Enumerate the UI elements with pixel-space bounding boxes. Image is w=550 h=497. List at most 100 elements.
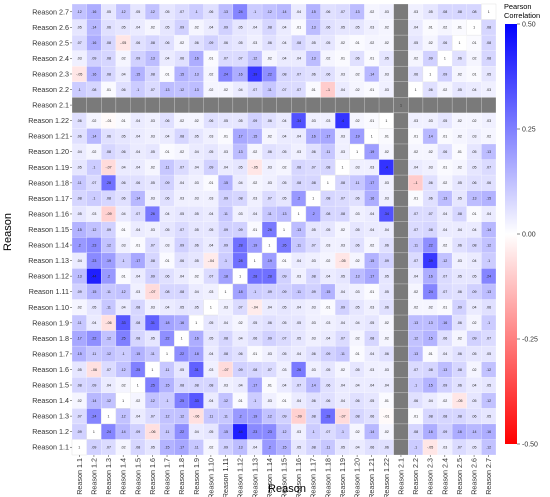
heatmap-cell (232, 50, 248, 67)
heatmap-cell (437, 377, 453, 393)
heatmap-cell (174, 315, 189, 331)
heatmap-cell (262, 66, 277, 82)
heatmap-cell (262, 330, 277, 347)
heatmap-cell (203, 392, 219, 409)
y-tick-label: Reason 1.16 (28, 209, 69, 218)
heatmap-cell (393, 392, 409, 409)
heatmap-cell (174, 252, 189, 269)
heatmap-cell (466, 50, 482, 67)
heatmap-cell (188, 283, 204, 300)
cell-value-label: .06 (179, 57, 184, 61)
cell-value-label: .24 (223, 72, 228, 76)
heatmap-cell (349, 361, 365, 378)
cell-value-label: .03 (165, 243, 170, 247)
cell-value-label: 1 (166, 352, 168, 356)
heatmap-cell (203, 206, 219, 222)
heatmap-cell (130, 143, 146, 160)
cell-value-label: .04 (208, 352, 213, 356)
heatmap-cell (247, 112, 263, 129)
heatmap-cell (320, 112, 336, 129)
heatmap-cell (291, 392, 306, 409)
x-tick-label: Reason 1.12 (236, 458, 245, 497)
cell-value-label: .01 (442, 306, 447, 310)
heatmap-cell (422, 361, 438, 378)
cell-value-label: .07 (135, 212, 140, 216)
heatmap-cell (72, 361, 87, 378)
cell-value-label: .01 (384, 134, 389, 138)
cell-value-label: .09 (179, 243, 184, 247)
heatmap-cell (481, 392, 496, 409)
heatmap-cell (188, 377, 204, 393)
heatmap-cell (145, 4, 160, 20)
cell-value-label: .08 (194, 383, 199, 387)
cell-value-label: .09 (267, 290, 272, 294)
cell-value-label: .02 (325, 57, 330, 61)
cell-value-label: .13 (150, 57, 155, 61)
cell-value-label: .02 (472, 57, 477, 61)
heatmap-cell (364, 206, 380, 222)
heatmap-cell (72, 252, 87, 269)
y-tick-label: Reason 1.11 (29, 287, 69, 296)
heatmap-cell (232, 4, 248, 20)
x-tick-label: Reason 2.7 (484, 458, 493, 495)
heatmap-cell (320, 392, 336, 409)
cell-value-label: .09 (442, 72, 447, 76)
cell-value-label: .12 (121, 414, 126, 418)
heatmap-cell (130, 423, 146, 440)
heatmap-cell (86, 35, 102, 51)
heatmap-cell (86, 112, 102, 129)
cell-value-label: .08 (165, 290, 170, 294)
heatmap-cell (232, 159, 248, 176)
heatmap-cell (305, 330, 321, 347)
cell-value-label: .09 (165, 181, 170, 185)
heatmap-cell (174, 237, 189, 253)
heatmap-cell (437, 206, 453, 222)
heatmap-cell (364, 175, 380, 191)
cell-value-label: 1 (181, 337, 183, 341)
heatmap-cell (247, 221, 263, 238)
cell-value-label: .22 (179, 430, 184, 434)
cell-value-label: .24 (486, 274, 491, 278)
heatmap-cell (262, 19, 277, 36)
cell-value-label: .04 (208, 212, 213, 216)
heatmap-cell (262, 190, 277, 207)
cell-value-label: .03 (150, 306, 155, 310)
cell-value-label: .02 (369, 10, 374, 14)
heatmap-cell (349, 206, 365, 222)
cell-value-label: .01 (165, 72, 170, 76)
cell-value-label: .15 (91, 290, 96, 294)
cell-value-label: .03 (311, 321, 316, 325)
heatmap-cell (422, 81, 438, 98)
heatmap-cell (130, 128, 146, 144)
cell-value-label: .13 (442, 368, 447, 372)
cell-value-label: -.06 (91, 368, 97, 372)
heatmap-cell (262, 97, 277, 113)
cell-value-label: .05 (135, 10, 140, 14)
heatmap-cell (72, 221, 87, 238)
heatmap-cell (335, 81, 350, 98)
heatmap-cell (379, 346, 394, 362)
cell-value-label: .06 (428, 88, 433, 92)
cell-value-label: .05 (208, 337, 213, 341)
cell-value-label: .08 (486, 26, 491, 30)
cell-value-label: .09 (325, 352, 330, 356)
heatmap-cell (408, 439, 423, 455)
cell-value-label: .01 (165, 259, 170, 263)
cell-value-label: .04 (135, 119, 140, 123)
heatmap-cell (115, 97, 131, 113)
cell-value-label: .07 (486, 337, 491, 341)
heatmap-cell (276, 330, 292, 347)
heatmap-cell (320, 128, 336, 144)
heatmap-cell (422, 175, 438, 191)
heatmap-cell (379, 143, 394, 160)
cell-value-label: .01 (442, 166, 447, 170)
cell-value-label: .08 (106, 57, 111, 61)
cell-value-label: -.07 (222, 368, 228, 372)
cell-value-label: .11 (355, 181, 360, 185)
heatmap-cell (203, 159, 219, 176)
cell-value-label: .06 (267, 150, 272, 154)
heatmap-cell (364, 159, 380, 176)
cell-value-label: .01 (355, 352, 360, 356)
cell-value-label: .04 (238, 383, 243, 387)
heatmap-cell (408, 190, 423, 207)
